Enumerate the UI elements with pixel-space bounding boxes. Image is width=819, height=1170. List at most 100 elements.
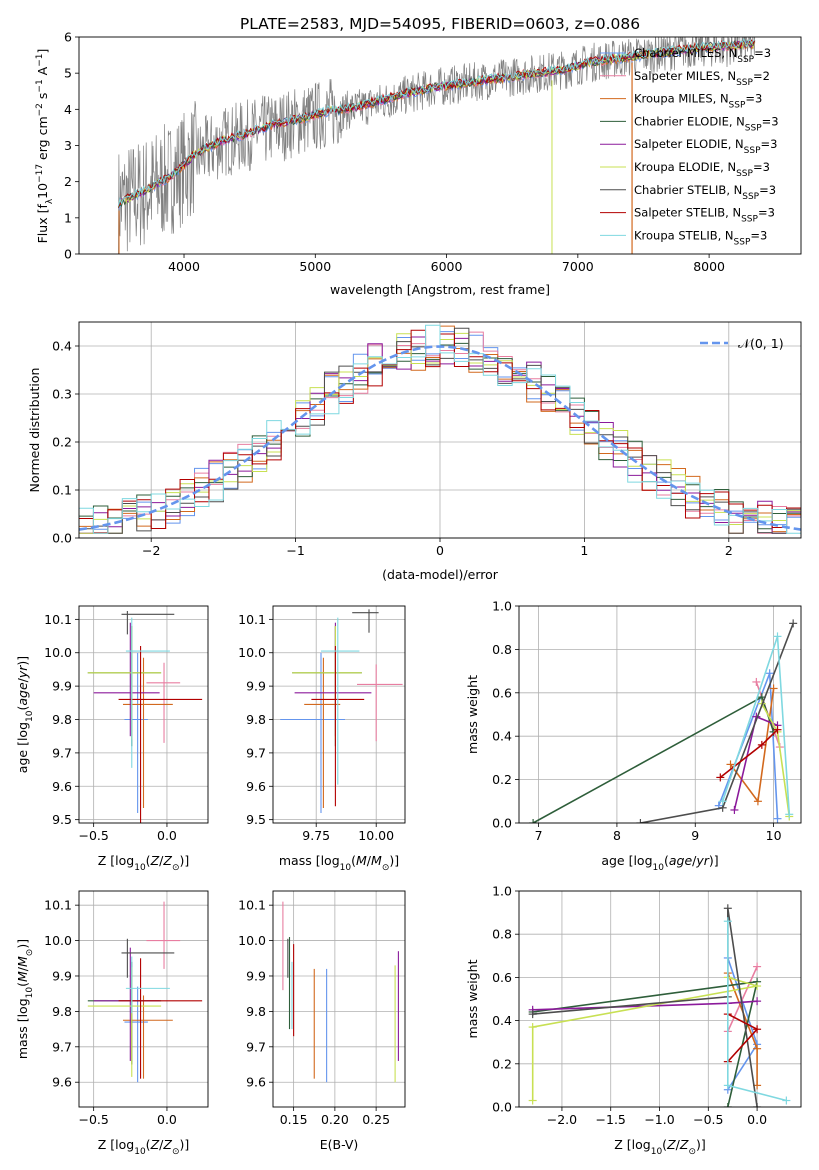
x-axis-label-part: ( [662,1137,667,1152]
axes-frame [78,36,802,255]
x-tick-label: −1.0 [644,1112,674,1127]
x-axis-label-part: 10 [340,863,352,873]
weight-line [727,966,758,1032]
y-axis-label-part: / [15,677,30,682]
x-axis-label-part: ( [664,853,669,868]
y-tick-label: 0.8 [492,642,512,657]
x-axis-label-part: ⊙ [172,863,180,873]
error-bars [87,901,203,1083]
mass-vs-Z-panel: −0.5 0.09.69.79.89.910.010.1Z [log10(Z/Z⊙… [15,890,209,1157]
y-axis-label-part: M [15,956,30,967]
x-axis-label-part: ⊙ [172,1147,180,1157]
x-axis-label-part: ⊙ [382,863,390,873]
y-tick-label: 1.0 [492,884,512,899]
y-axis-label: mass weight [465,675,480,754]
y-tick-label: 9.6 [246,1075,266,1090]
axes-frame [272,890,406,1108]
x-axis-label-part: Z [666,1137,676,1152]
x-tick-label: −0.5 [78,828,108,843]
legend-label-part: Kroupa ELODIE, N [634,160,736,174]
y-tick-label: 9.8 [52,1004,72,1019]
x-axis-label-part: Z [log [98,853,134,868]
y-tick-label: 9.7 [52,1039,72,1054]
y-tick-label: 10.1 [238,898,266,913]
x-tick-label: −2.0 [547,1112,577,1127]
y-tick-label: 10.1 [44,612,72,627]
x-axis-label-part: yr [695,853,709,868]
y-tick-label: 10.1 [238,612,266,627]
axes-frame [518,890,802,1108]
y-tick-label: 10.0 [44,645,72,660]
x-axis-label: E(B-V) [320,1137,359,1152]
y-axis-label-part: λ [45,198,55,204]
y-tick-label: 9.8 [52,712,72,727]
legend-label: Kroupa ELODIE, NSSP=3 [634,160,770,179]
histogram-step-line [79,324,801,534]
y-tick-label: 9.7 [246,745,266,760]
x-axis-label-part: )] [696,1137,706,1152]
y-axis-label: Normed distribution [27,368,42,493]
legend-label: Salpeter ELODIE, NSSP=3 [634,137,777,156]
legend-label-part: =3 [754,46,771,60]
x-axis-label-part: / [692,853,697,868]
x-tick-label: 0.20 [321,1112,349,1127]
x-axis-label: wavelength [Angstrom, rest frame] [330,282,550,297]
figure-title: PLATE=2583, MJD=54095, FIBERID=0603, z=0… [240,15,640,33]
x-axis-label-part: / [159,853,164,868]
x-tick-label: −0.5 [78,1112,108,1127]
y-axis-label-part: −17 [35,164,45,183]
x-axis-label: (data-model)/error [382,567,499,582]
y-tick-label: 10.1 [44,898,72,913]
x-tick-label: 10 [766,828,782,843]
x-axis-label-part: Z [150,1137,160,1152]
weight-lines [528,904,791,1107]
y-tick-label: 9.9 [52,679,72,694]
x-tick-label: 9 [691,828,699,843]
axes-frame [78,890,209,1108]
legend-label-part: SSP [744,146,761,156]
y-axis-label-part: 10 [35,183,50,199]
x-axis-label-part: ⊙ [688,1147,696,1157]
x-axis-label-part: ( [146,853,151,868]
x-axis-label-part: 10 [134,863,146,873]
y-axis-label-part: −1 [35,54,45,67]
axes-frame [78,321,802,539]
residuals-panel: −2 −1 0 1 2 0.0 0.1 0.2 0.3 0.4 𝒩(0, 1) (data-model… [27,321,802,582]
legend-label-part: Chabrier STELIB, N [634,183,742,197]
y-tick-label: 9.9 [52,968,72,983]
y-axis-label: mass weight [465,959,480,1038]
legend-label-part: SSP [736,78,753,88]
legend-label-part: =3 [745,92,762,106]
legend-label-part: =3 [759,183,776,197]
legend-label-part: Kroupa STELIB, N [634,228,734,242]
x-axis-label-part: Z [log [614,1137,650,1152]
weight-vs-Z-panel: −2.0 −1.5 −1.0 −0.5 0.0 0.0 0.2 0.4 0.6 0.8 1.0 Z [… [465,884,802,1157]
y-tick-label: 9.9 [246,679,266,694]
y-tick-label: 9.6 [246,779,266,794]
y-tick-label: 0.6 [492,685,512,700]
age-vs-mass-panel: 9.75 10.00 9.5 9.6 9.7 9.8 9.9 10.0 10.1 mass [lo… [238,605,406,873]
x-tick-label: 2 [725,543,733,558]
x-tick-label: 8 [613,828,621,843]
x-axis-label-part: )] [709,853,719,868]
legend-label-part: Salpeter STELIB, N [634,206,741,220]
x-tick-label: 8000 [693,259,725,274]
x-tick-label: 1 [580,543,588,558]
x-axis-label-part: E(B-V) [320,1137,359,1152]
y-axis-label-part: age [log [15,722,30,773]
legend-label-part: Kroupa MILES, N [634,92,729,106]
y-axis-label-part: )] [15,656,30,666]
x-axis-label-part: 10 [651,1147,663,1157]
legend-label-part: =3 [762,114,779,128]
model-spectrum-line [117,40,756,208]
y-tick-label: 1 [64,210,72,225]
y-axis-label-part: M [15,971,30,982]
spectrum-lines [117,37,756,254]
legend-label-part: =3 [761,137,778,151]
y-tick-label: 5 [64,66,72,81]
x-tick-label: 7000 [562,259,594,274]
model-spectrum-line [117,38,756,206]
error-bars [280,609,403,813]
